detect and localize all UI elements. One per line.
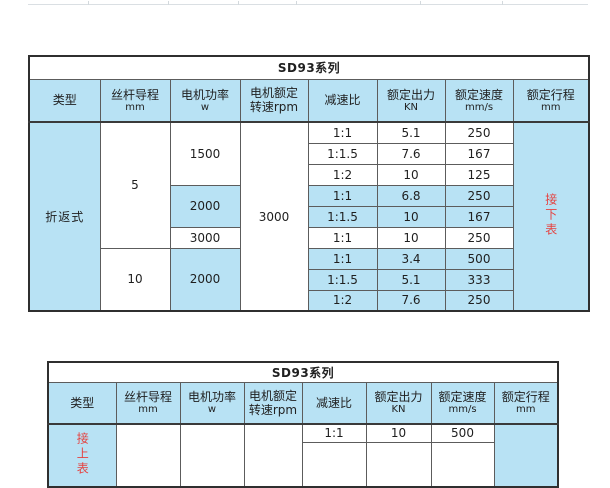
- cell-speed: 250: [444, 184, 514, 207]
- header-type: 类型: [47, 381, 117, 425]
- header-ratio: 减速比: [307, 78, 378, 123]
- cell-force: 6.8: [376, 184, 446, 207]
- cell-force: 10: [376, 205, 446, 228]
- cell-type-value: 折返式: [28, 121, 101, 312]
- cell-lead-10: 10: [99, 247, 171, 312]
- cell-force: 5.1: [376, 121, 446, 144]
- cell-ratio: 1:2: [307, 289, 378, 312]
- cell-power-1500: 1500: [169, 121, 241, 186]
- cell-force: 10: [376, 226, 446, 249]
- header-rpm: 电机额定 转速rpm: [239, 78, 309, 123]
- cell-speed: 167: [444, 142, 514, 165]
- cell-rpm-empty: [243, 423, 303, 488]
- cell-speed: 250: [444, 289, 514, 312]
- header-lead: 丝杆导程 mm: [99, 78, 171, 123]
- spec-table-bottom: SD93系列 类型 丝杆导程 mm 电机功率 w 电机额定 转速rpm 减速比 额定出…: [47, 361, 560, 488]
- cell-ratio: 1:1: [307, 247, 378, 270]
- cell-force: 7.6: [376, 289, 446, 312]
- cell-lead-empty: [115, 423, 181, 488]
- cell-ratio: 1:1: [307, 121, 378, 144]
- cell-ratio: 1:1: [307, 184, 378, 207]
- cell-power-empty: [179, 423, 245, 488]
- header-power: 电机功率 w: [169, 78, 241, 123]
- cell-power-3000: 3000: [169, 226, 241, 249]
- cell-speed: 167: [444, 205, 514, 228]
- cell-ratio: 1:1.5: [307, 268, 378, 291]
- cell-power-2000b: 2000: [169, 247, 241, 312]
- cell-force: 10: [365, 423, 432, 443]
- cell-power-2000a: 2000: [169, 184, 241, 228]
- header-rpm: 电机额定 转速rpm: [243, 381, 303, 425]
- header-type: 类型: [28, 78, 101, 123]
- cell-type-note: 接上表: [47, 423, 117, 488]
- cell-ratio: 1:1.5: [307, 205, 378, 228]
- header-stroke: 额定行程 mm: [512, 78, 590, 123]
- cell-speed: 500: [444, 247, 514, 270]
- table-title: SD93系列: [47, 361, 559, 383]
- cell-stroke-note: 接下表: [512, 121, 590, 312]
- cell-ratio: 1:1.5: [307, 142, 378, 165]
- cell-stroke-empty: [493, 423, 559, 488]
- header-speed: 额定速度 mm/s: [444, 78, 514, 123]
- cell-speed: 333: [444, 268, 514, 291]
- header-power: 电机功率 w: [179, 381, 245, 425]
- header-force: 额定出力 KN: [376, 78, 446, 123]
- header-speed: 额定速度 mm/s: [430, 381, 495, 425]
- header-stroke: 额定行程 mm: [493, 381, 559, 425]
- cell-ratio: 1:1: [301, 423, 367, 443]
- table-title: SD93系列: [28, 55, 590, 80]
- cell-ratio: 1:1: [307, 226, 378, 249]
- cell-rpm-value: 3000: [239, 121, 309, 312]
- cell-speed: 250: [444, 121, 514, 144]
- header-force: 额定出力 KN: [365, 381, 432, 425]
- spec-table-top: SD93系列 类型 丝杆导程 mm 电机功率 w 电机额定 转速rpm 减速比 额定出…: [28, 55, 591, 312]
- cell-speed: 250: [444, 226, 514, 249]
- cell-force: 3.4: [376, 247, 446, 270]
- cell-force: 7.6: [376, 142, 446, 165]
- header-ratio: 减速比: [301, 381, 367, 425]
- cell-lead-5: 5: [99, 121, 171, 249]
- cell-force: 10: [376, 163, 446, 186]
- previous-table-remnant: [28, 0, 588, 5]
- header-lead: 丝杆导程 mm: [115, 381, 181, 425]
- cell-force: 5.1: [376, 268, 446, 291]
- cell-ratio: 1:2: [307, 163, 378, 186]
- cell-speed: 125: [444, 163, 514, 186]
- cell-speed: 500: [430, 423, 495, 443]
